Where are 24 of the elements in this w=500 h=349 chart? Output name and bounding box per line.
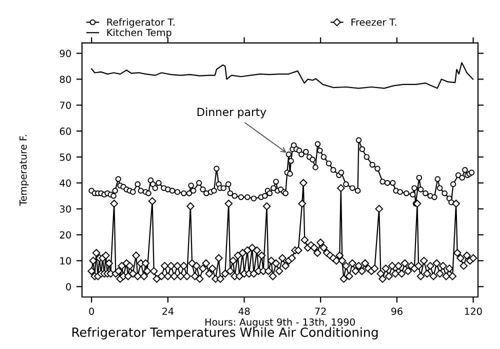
y-tick-label: 10 [60,257,71,265]
y-tick-label: 60 [60,128,71,135]
x-tick-label: 96 [391,308,402,315]
legend-label: Freezer T. [352,18,396,26]
x-tick-label: 72 [315,308,326,315]
y-tick-label: 20 [60,231,71,239]
y-tick-label: 50 [60,153,71,161]
y-tick-label: 40 [60,179,71,187]
y-tick-label: 30 [60,205,71,213]
annotation: Dinner party [198,108,266,118]
x-axis-title: Hours: August 9th - 13th, 1990 [205,318,355,328]
y-tick-label: 70 [60,102,71,109]
x-tick-label: 48 [238,308,250,315]
legend-label: Refrigerator T. [107,18,175,28]
y-tick-label: 90 [60,50,71,58]
y-axis-title: Temperature F. [20,135,29,206]
x-tick-label: 0 [89,308,94,315]
text: Refrigerator Temperatures While Air Conditioning [72,327,378,340]
y-tick-label: 0 [66,283,71,290]
x-tick-label: 120 [465,308,482,315]
line-series [90,62,474,89]
x-tick-label: 24 [162,308,174,315]
y-tick-label: 80 [60,76,71,84]
legend-label: Kitchen Temp [107,28,172,38]
